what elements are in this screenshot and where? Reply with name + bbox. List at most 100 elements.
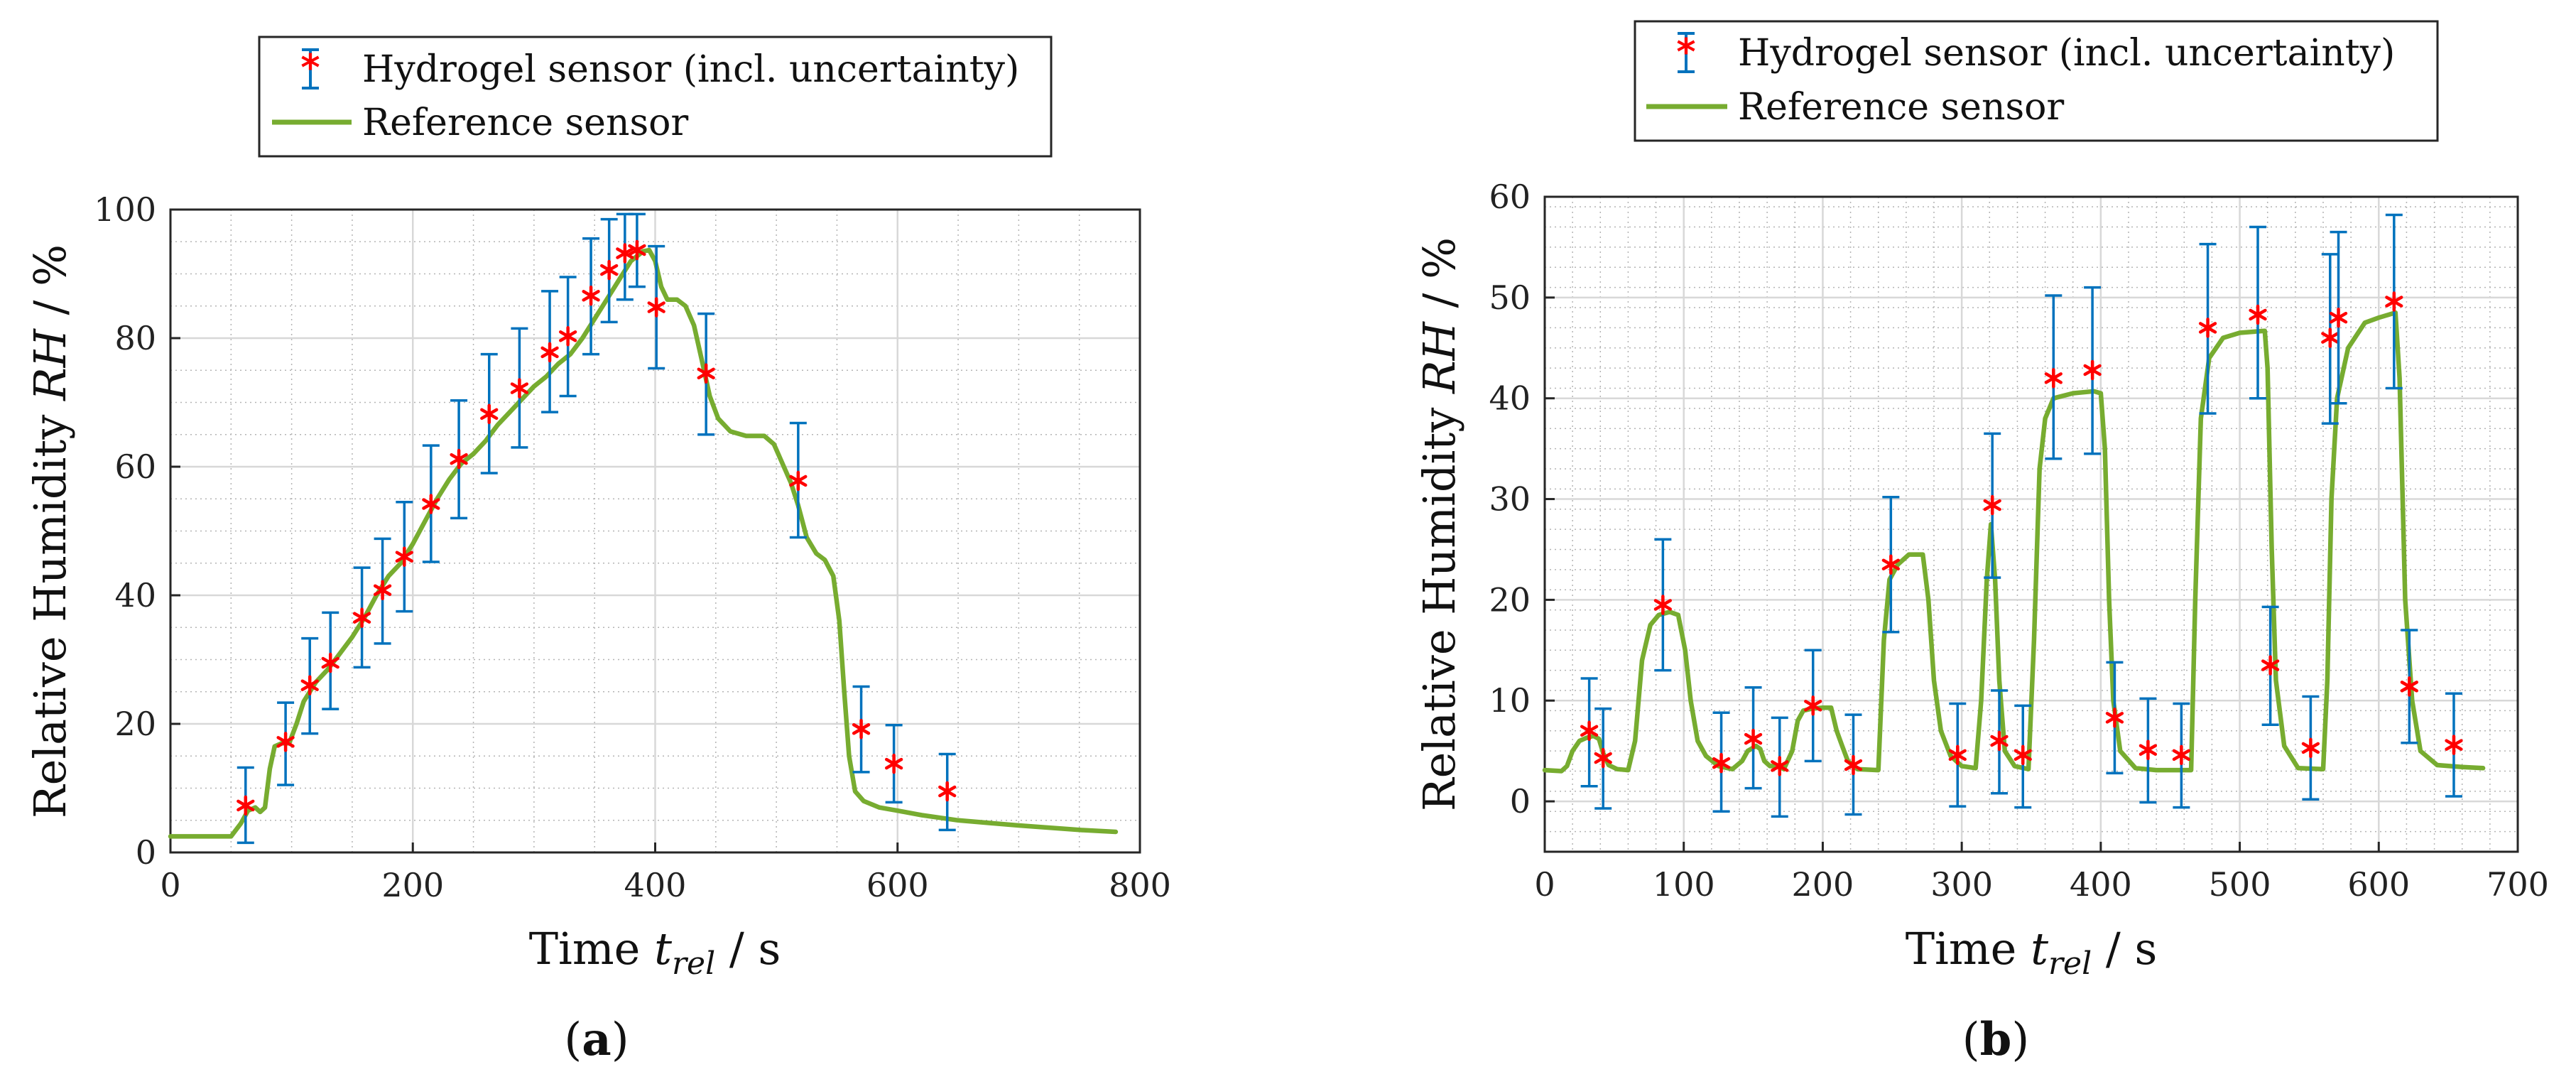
panel-a-y-ticks: 0 20 40 60 80 100 (94, 190, 180, 872)
panel-a-hydrogel-point (321, 611, 339, 710)
panel-b-y-tick-label: 50 (1489, 278, 1531, 317)
panel-a-hydrogel-marker (540, 342, 559, 363)
panel-b-hydrogel-point (1844, 713, 1863, 816)
panel-a-x-tick-label: 800 (1109, 866, 1171, 904)
panel-b-x-tick-label: 700 (2487, 865, 2549, 904)
panel-b-hydrogel-point (1804, 649, 1822, 763)
panel-b-hydrogel-point (1594, 707, 1612, 810)
panel-b-hydrogel-marker (2013, 744, 2032, 766)
panel-b-hydrogel-marker (1844, 754, 1863, 776)
panel-b-hydrogel-marker (2385, 291, 2403, 312)
svg-text:*: * (300, 47, 320, 90)
panel-a-hydrogel-marker (647, 297, 665, 318)
panel-a-label: (a) (564, 1013, 629, 1066)
panel-b-y-axis-title: Relative Humidity RH / % (1413, 237, 1465, 811)
panel-b-y-tick-label: 60 (1489, 178, 1531, 216)
panel-a-hydrogel-marker (616, 243, 634, 264)
panel-b-hydrogel-series (1580, 213, 2463, 818)
panel-b-hydrogel-point (2329, 230, 2348, 405)
panel-b-plot-area (1543, 195, 2519, 853)
panel-b-hydrogel-point (2385, 213, 2403, 390)
panel-a-hydrogel-point (884, 724, 903, 804)
panel-a-hydrogel-point (300, 636, 319, 735)
panel-b-hydrogel-marker (2445, 735, 2463, 755)
panel-b-hydrogel-point (2445, 692, 2463, 798)
panel-b-x-tick-label: 300 (1930, 865, 1993, 904)
panel-b-hydrogel-marker (1983, 494, 2001, 516)
panel-b-hydrogel-marker (2198, 318, 2217, 338)
panel-b-hydrogel-point (1881, 495, 1900, 634)
panel-a-y-tick-label: 20 (114, 705, 156, 743)
panel-b-hydrogel-point (1771, 716, 1789, 818)
panel-a-hydrogel-point (450, 399, 468, 520)
panel-b-x-axis-title: Time trel / s (1906, 923, 2158, 982)
panel-b-hydrogel-marker (2301, 737, 2320, 759)
panel-a-hydrogel-point (422, 444, 440, 563)
panel-a-hydrogel-point (559, 276, 577, 398)
panel-a-hydrogel-marker (480, 403, 499, 425)
panel-b-hydrogel-point (1744, 686, 1763, 790)
panel-a-hydrogel-marker (938, 781, 957, 802)
panel-a-hydrogel-point (697, 312, 715, 436)
panel-b-hydrogel-marker (1804, 695, 1822, 716)
panel-a-hydrogel-marker (582, 286, 600, 306)
panel-b-hydrogel-point (2013, 704, 2032, 809)
panel-b-legend-label-hydrogel: Hydrogel sensor (incl. uncertainty) (1738, 32, 2395, 75)
panel-a-legend: * Hydrogel sensor (incl. uncertainty) Re… (258, 36, 1053, 158)
panel-a-legend-errorbar-swatch: * (300, 47, 320, 90)
panel-a-x-ticks: 0 200 400 600 800 (160, 843, 1171, 904)
panel-a-reference-series (168, 247, 1119, 839)
panel-a-hydrogel-marker (789, 470, 808, 492)
panel-a-hydrogel-point (628, 212, 646, 288)
panel-a-hydrogel-marker (852, 718, 871, 739)
panel-b-hydrogel-marker (1594, 747, 1612, 769)
panel-b-hydrogel-marker (2138, 739, 2158, 760)
panel-a-y-axis-title: Relative Humidity RH / % (24, 244, 76, 818)
panel-b-hydrogel-marker (1948, 744, 1967, 766)
panel-b-reference-line (1542, 310, 2486, 774)
panel-a-hydrogel-series (237, 212, 957, 845)
panel-a-legend-label-hydrogel: Hydrogel sensor (incl. uncertainty) (362, 48, 1019, 91)
panel-b-hydrogel-point (2105, 661, 2124, 775)
panel-b-hydrogel-point (2083, 286, 2102, 455)
panel-a-hydrogel-marker (300, 675, 319, 695)
panel-a-hydrogel-marker (373, 580, 392, 601)
panel-b-legend-label-reference: Reference sensor (1738, 86, 2064, 129)
panel-b-hydrogel-marker (1580, 720, 1599, 742)
panel-b-hydrogel-marker (2261, 655, 2280, 676)
panel-b-legend-box (1634, 20, 2439, 142)
panel-b-hydrogel-marker (2400, 676, 2418, 697)
panel-a-legend-label-reference: Reference sensor (362, 102, 688, 144)
panel-b-y-tick-label: 20 (1489, 580, 1531, 619)
panel-b-x-tick-label: 200 (1792, 865, 1854, 904)
panel-b-hydrogel-point (2172, 702, 2191, 809)
panel-b-hydrogel-point (1983, 432, 2001, 579)
panel-b-hydrogel-point (1948, 702, 1967, 808)
panel-a-hydrogel-point (616, 212, 634, 301)
panel-a-y-tick-label: 0 (136, 833, 156, 872)
panel-a-hydrogel-point (789, 421, 808, 539)
panel-b-label: (b) (1962, 1013, 2030, 1066)
panel-b-hydrogel-marker (2329, 307, 2348, 328)
panel-b-hydrogel-point (2044, 294, 2063, 460)
panel-b-hydrogel-point (1712, 711, 1731, 813)
panel-a-hydrogel-point (600, 217, 619, 324)
panel-a-hydrogel-marker (559, 326, 577, 347)
panel-a-hydrogel-point (647, 244, 665, 370)
panel-a-hydrogel-marker (884, 753, 903, 774)
panel-b-x-tick-label: 100 (1653, 865, 1715, 904)
panel-a-x-tick-label: 400 (624, 866, 687, 904)
panel-b-x-ticks: 0 100 200 300 400 500 600 700 (1534, 842, 2549, 904)
panel-a-hydrogel-point (540, 290, 559, 413)
panel-b-hydrogel-marker (1990, 730, 2009, 752)
panel-a-hydrogel-marker (237, 795, 255, 816)
panel-a-hydrogel-marker (276, 732, 295, 752)
panel-a-legend-box (258, 36, 1053, 158)
panel-b-hydrogel-marker (2321, 327, 2339, 348)
panel-b-hydrogel-marker (1771, 756, 1789, 776)
panel-a-hydrogel-point (852, 685, 871, 774)
panel-a-hydrogel-marker (321, 652, 339, 673)
panel-b-x-tick-label: 600 (2347, 865, 2410, 904)
panel-b-hydrogel-point (2138, 697, 2158, 804)
panel-b: 0 100 200 300 400 500 600 700 0 10 20 30 40 50 60 Tim… (1413, 20, 2549, 1066)
